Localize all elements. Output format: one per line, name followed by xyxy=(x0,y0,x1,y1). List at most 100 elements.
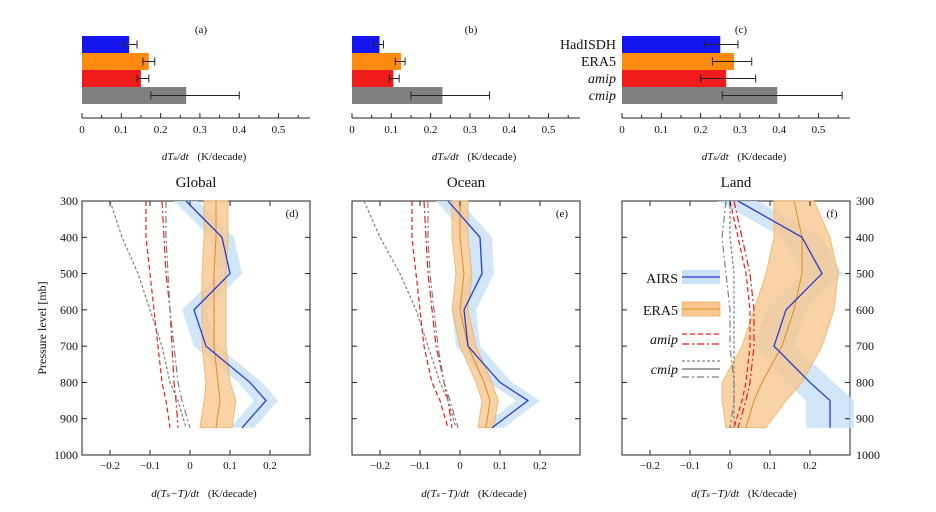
panel-label: (e) xyxy=(556,208,569,220)
legend-era5-label: ERA5 xyxy=(643,304,678,319)
x-tick-label: 0.4 xyxy=(502,124,516,136)
x-tick-label: 0 xyxy=(619,124,625,136)
panel-label: (f) xyxy=(827,208,838,220)
y-tick-label: 500 xyxy=(60,267,78,281)
era5-band xyxy=(451,200,499,429)
bar-category-labels: HadISDH ERA5 amip cmip xyxy=(560,38,616,104)
panel-label: (b) xyxy=(465,24,478,36)
legends: HadISDH ERA5 amip cmip AIRS ERA5 amip cmip xyxy=(560,38,721,378)
bar-amip xyxy=(82,70,141,87)
panel-title: Global xyxy=(176,175,217,191)
panel-label: (c) xyxy=(735,24,748,36)
x-tick-label: −0.2 xyxy=(640,460,660,472)
era5-band xyxy=(721,200,839,429)
x-tick-label: 0.1 xyxy=(114,124,128,136)
bar-era5 xyxy=(622,53,735,70)
cmip-line xyxy=(109,200,187,428)
x-axis-label: d(Tₛ−T)/dt (K/decade) xyxy=(151,488,257,500)
amip-line xyxy=(729,200,751,428)
profile-panel-land: Land (f) −0.2 −0.1 0 0.1 0.2 d(Tₛ−T)/dt (K/deca… xyxy=(621,175,854,500)
y-axis-label: Pressure level [mb] xyxy=(35,281,49,374)
x-tick-label: 0.1 xyxy=(384,124,398,136)
bar-hadisdh xyxy=(622,36,721,53)
panel-label: (a) xyxy=(195,24,208,36)
amip-line xyxy=(411,201,449,428)
y-tick-label: 600 xyxy=(60,303,78,317)
x-axis-label: d(Tₛ−T)/dt (K/decade) xyxy=(421,488,527,500)
x-tick-label: 0.1 xyxy=(493,460,507,472)
x-tick-label: 0.3 xyxy=(733,124,747,136)
x-tick-label: −0.1 xyxy=(140,460,160,472)
x-tick-label: −0.2 xyxy=(370,460,390,472)
bar-panels: (a) 0 0.1 0.2 0.3 0.4 0.5 dTₛ/dt (K/decade) (b) 0… xyxy=(79,24,850,163)
x-tick-label: 0.3 xyxy=(463,124,477,136)
x-tick-label: 0.4 xyxy=(232,124,246,136)
x-tick-label: 0 xyxy=(457,460,463,472)
x-tick-label: 0.2 xyxy=(154,124,168,136)
y-tick-label-right: 400 xyxy=(856,230,874,244)
x-tick-label: −0.1 xyxy=(410,460,430,472)
legend-amip-label: amip xyxy=(650,333,678,348)
y-tick-label-right: 500 xyxy=(856,267,874,281)
x-tick-label: 0 xyxy=(79,124,85,136)
panel-title: Land xyxy=(721,175,752,191)
cmip-line xyxy=(427,201,459,428)
x-tick-label: 0.2 xyxy=(803,460,817,472)
era5-line xyxy=(745,200,803,428)
amip-line xyxy=(423,200,453,428)
x-tick-label: 0.2 xyxy=(533,460,547,472)
x-tick-label: 0.5 xyxy=(812,124,826,136)
y-tick-label-right: 300 xyxy=(856,194,874,208)
x-tick-label: 0.1 xyxy=(763,460,777,472)
category-label-cmip: cmip xyxy=(589,89,616,104)
y-tick-label-right: 900 xyxy=(856,412,874,426)
x-tick-label: 0.4 xyxy=(772,124,786,136)
bar-panel-1: (a) 0 0.1 0.2 0.3 0.4 0.5 dTₛ/dt (K/decade) xyxy=(79,24,310,163)
x-tick-label: 0 xyxy=(187,460,193,472)
y-tick-labels-right: 300 400 500 600 700 800 900 1000 xyxy=(856,194,880,462)
x-tick-label: 0 xyxy=(349,124,355,136)
category-label-amip: amip xyxy=(588,72,616,87)
y-tick-label: 700 xyxy=(60,339,78,353)
bar-panel-2: (b) 0 0.1 0.2 0.3 0.4 0.5 dTₛ/dt (K/decade) xyxy=(349,24,580,163)
bar-cmip xyxy=(352,87,443,104)
profile-panel-global: Global (d) −0.2 −0.1 0 0.1 0.2 d(Tₛ−T)/dt (K/de… xyxy=(81,175,311,500)
y-tick-label-right: 700 xyxy=(856,339,874,353)
legend-airs-label: AIRS xyxy=(646,272,678,287)
x-axis-label: dTₛ/dt (K/decade) xyxy=(702,151,787,163)
y-tick-label-right: 600 xyxy=(856,303,874,317)
bar-amip xyxy=(352,70,394,87)
bar-era5 xyxy=(352,53,402,70)
cmip-line xyxy=(721,200,735,428)
x-tick-label: 0.5 xyxy=(542,124,556,136)
era5-band xyxy=(199,200,237,429)
x-tick-label: 0 xyxy=(727,460,733,472)
x-axis-label: dTₛ/dt (K/decade) xyxy=(162,151,247,163)
x-axis-label: dTₛ/dt (K/decade) xyxy=(432,151,517,163)
amip-line xyxy=(733,200,755,428)
panel-title: Ocean xyxy=(447,175,486,191)
y-tick-label: 1000 xyxy=(54,448,78,462)
profile-legend: AIRS ERA5 amip cmip xyxy=(643,270,721,378)
bar-hadisdh xyxy=(82,36,130,53)
y-tick-label: 900 xyxy=(60,412,78,426)
era5-line xyxy=(459,201,491,428)
panel-label: (d) xyxy=(286,208,299,220)
x-tick-label: 0.1 xyxy=(654,124,668,136)
x-axis-label: d(Tₛ−T)/dt (K/decade) xyxy=(691,488,797,500)
y-tick-label-right: 800 xyxy=(856,375,874,389)
y-tick-label: 300 xyxy=(60,194,78,208)
legend-cmip-label: cmip xyxy=(651,363,678,378)
era5-line xyxy=(213,201,221,428)
cmip-line xyxy=(165,201,191,428)
x-tick-label: 0.2 xyxy=(263,460,277,472)
bar-cmip xyxy=(622,87,778,104)
bar-panel-3: (c) 0 0.1 0.2 0.3 0.4 0.5 dTₛ/dt (K/decade) xyxy=(619,24,850,163)
y-tick-label: 800 xyxy=(60,375,78,389)
amip-line xyxy=(145,201,171,428)
category-label-era5: ERA5 xyxy=(581,55,616,70)
bar-hadisdh xyxy=(352,36,380,53)
x-tick-label: 0.1 xyxy=(223,460,237,472)
profile-panels: Global (d) −0.2 −0.1 0 0.1 0.2 d(Tₛ−T)/dt (K/de… xyxy=(35,175,880,500)
